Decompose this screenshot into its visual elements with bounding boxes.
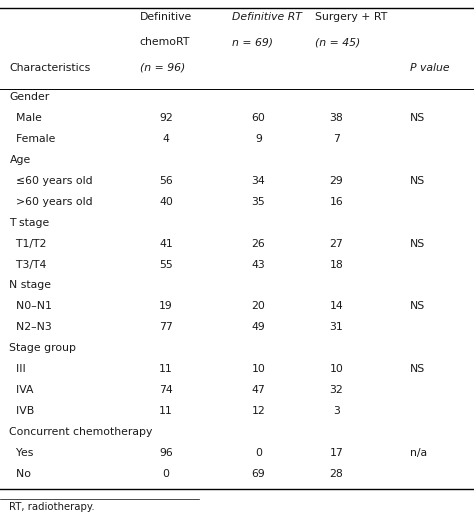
Text: 0: 0 (163, 469, 169, 479)
Text: T stage: T stage (9, 218, 50, 228)
Text: NS: NS (410, 301, 425, 311)
Text: Characteristics: Characteristics (9, 63, 91, 73)
Text: 60: 60 (251, 113, 265, 123)
Text: Yes: Yes (9, 448, 34, 458)
Text: 29: 29 (329, 176, 344, 186)
Text: 17: 17 (329, 448, 344, 458)
Text: Gender: Gender (9, 92, 50, 102)
Text: Definitive: Definitive (140, 12, 192, 22)
Text: 96: 96 (159, 448, 173, 458)
Text: IVA: IVA (9, 385, 34, 395)
Text: 3: 3 (333, 406, 340, 416)
Text: T1/T2: T1/T2 (9, 239, 47, 249)
Text: 31: 31 (329, 323, 344, 333)
Text: >60 years old: >60 years old (9, 197, 93, 207)
Text: Stage group: Stage group (9, 343, 76, 353)
Text: 11: 11 (159, 406, 173, 416)
Text: NS: NS (410, 239, 425, 249)
Text: 16: 16 (329, 197, 344, 207)
Text: 56: 56 (159, 176, 173, 186)
Text: N0–N1: N0–N1 (9, 301, 52, 311)
Text: 7: 7 (333, 134, 340, 144)
Text: 20: 20 (251, 301, 265, 311)
Text: Surgery + RT: Surgery + RT (315, 12, 387, 22)
Text: 12: 12 (251, 406, 265, 416)
Text: 38: 38 (329, 113, 344, 123)
Text: ≤60 years old: ≤60 years old (9, 176, 93, 186)
Text: (n = 96): (n = 96) (140, 63, 185, 73)
Text: Female: Female (9, 134, 56, 144)
Text: IVB: IVB (9, 406, 35, 416)
Text: N stage: N stage (9, 280, 52, 290)
Text: 35: 35 (251, 197, 265, 207)
Text: 41: 41 (159, 239, 173, 249)
Text: 0: 0 (255, 448, 262, 458)
Text: N2–N3: N2–N3 (9, 323, 52, 333)
Text: Definitive RT: Definitive RT (232, 12, 302, 22)
Text: 34: 34 (251, 176, 265, 186)
Text: 11: 11 (159, 364, 173, 374)
Text: 32: 32 (329, 385, 344, 395)
Text: (n = 45): (n = 45) (315, 37, 360, 47)
Text: 4: 4 (163, 134, 169, 144)
Text: No: No (9, 469, 31, 479)
Text: 28: 28 (329, 469, 344, 479)
Text: chemoRT: chemoRT (140, 37, 190, 47)
Text: 92: 92 (159, 113, 173, 123)
Text: RT, radiotherapy.: RT, radiotherapy. (9, 502, 95, 512)
Text: 19: 19 (159, 301, 173, 311)
Text: Age: Age (9, 155, 31, 165)
Text: 69: 69 (251, 469, 265, 479)
Text: n/a: n/a (410, 448, 427, 458)
Text: NS: NS (410, 176, 425, 186)
Text: 55: 55 (159, 259, 173, 269)
Text: 10: 10 (251, 364, 265, 374)
Text: 14: 14 (329, 301, 344, 311)
Text: 9: 9 (255, 134, 262, 144)
Text: III: III (9, 364, 26, 374)
Text: NS: NS (410, 113, 425, 123)
Text: 43: 43 (251, 259, 265, 269)
Text: 26: 26 (251, 239, 265, 249)
Text: P value: P value (410, 63, 450, 73)
Text: 47: 47 (251, 385, 265, 395)
Text: 77: 77 (159, 323, 173, 333)
Text: 18: 18 (329, 259, 344, 269)
Text: n = 69): n = 69) (232, 37, 273, 47)
Text: T3/T4: T3/T4 (9, 259, 47, 269)
Text: Male: Male (9, 113, 42, 123)
Text: 27: 27 (329, 239, 344, 249)
Text: 10: 10 (329, 364, 344, 374)
Text: 40: 40 (159, 197, 173, 207)
Text: 49: 49 (251, 323, 265, 333)
Text: NS: NS (410, 364, 425, 374)
Text: 74: 74 (159, 385, 173, 395)
Text: Concurrent chemotherapy: Concurrent chemotherapy (9, 427, 153, 437)
